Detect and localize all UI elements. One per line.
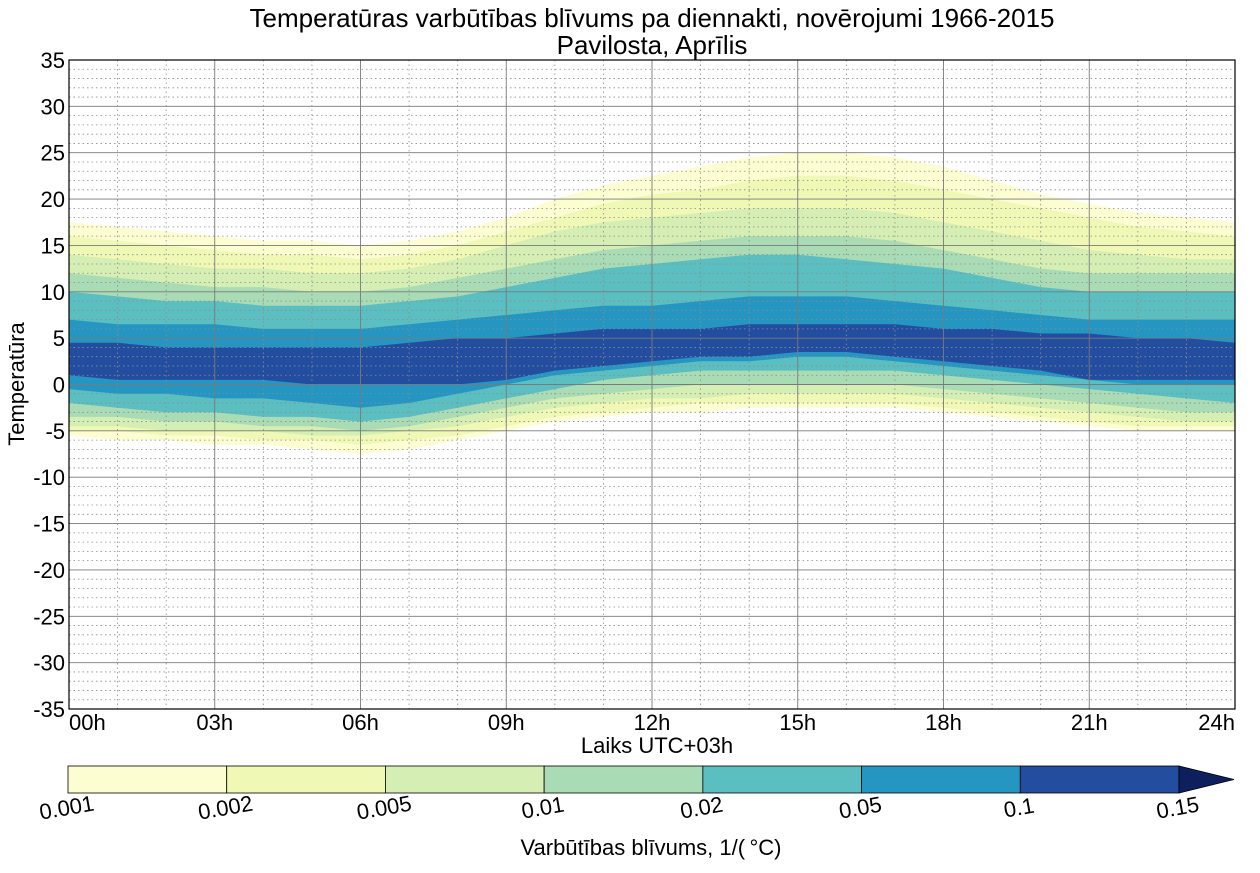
y-tick-label: -25 — [33, 604, 65, 629]
y-tick-label: 25 — [41, 141, 65, 166]
y-tick-label: -35 — [33, 697, 65, 722]
colorbar-tick-labels: 0.001 0.002 0.005 0.01 0.02 0.05 0.1 0.15 — [37, 791, 1201, 825]
y-tick-label: -10 — [33, 465, 65, 490]
colorbar-segment — [861, 765, 1021, 794]
colorbar-tick-label: 0.01 — [520, 792, 567, 824]
y-axis-label: Temperatūra — [4, 321, 29, 445]
colorbar — [67, 765, 1235, 794]
y-tick-label: 15 — [41, 233, 65, 258]
x-tick-label: 06h — [342, 710, 379, 735]
colorbar-tick-label: 0.02 — [678, 792, 725, 824]
colorbar-extend-arrow — [1178, 765, 1235, 794]
chart-title: Temperatūras varbūtības blīvums pa dienn… — [249, 3, 1054, 33]
y-tick-label: 5 — [53, 326, 65, 351]
x-axis-ticks: 00h 03h 06h 09h 12h 15h 18h 21h 24h — [69, 710, 1235, 735]
title-group: Temperatūras varbūtības blīvums pa dienn… — [249, 3, 1054, 60]
y-tick-label: 30 — [41, 94, 65, 119]
x-tick-label: 00h — [69, 710, 106, 735]
colorbar-segment — [1019, 765, 1180, 794]
y-tick-label: -30 — [33, 651, 65, 676]
y-tick-label: -20 — [33, 558, 65, 583]
y-tick-label: -5 — [45, 419, 65, 444]
colorbar-tick-label: 0.001 — [37, 791, 96, 825]
colorbar-segment — [543, 765, 704, 794]
x-axis-label: Laiks UTC+03h — [581, 733, 733, 758]
chart-subtitle: Pavilosta, Aprīlis — [557, 30, 748, 60]
colorbar-segment — [67, 765, 228, 794]
colorbar-segment — [385, 765, 545, 794]
x-tick-label: 24h — [1198, 710, 1235, 735]
colorbar-tick-label: 0.005 — [355, 791, 414, 825]
colorbar-tick-label: 0.1 — [1002, 793, 1036, 823]
colorbar-tick-label: 0.002 — [196, 791, 255, 825]
y-tick-label: 35 — [41, 48, 65, 73]
x-tick-label: 15h — [779, 710, 816, 735]
colorbar-segment — [226, 765, 386, 794]
plot-frame — [68, 59, 1236, 710]
y-tick-label: 10 — [41, 280, 65, 305]
y-tick-label: -15 — [33, 512, 65, 537]
x-tick-label: 12h — [634, 710, 671, 735]
x-tick-label: 21h — [1071, 710, 1108, 735]
x-tick-label: 03h — [196, 710, 233, 735]
colorbar-tick-label: 0.05 — [837, 792, 884, 824]
y-axis-ticks: -35 -30 -25 -20 -15 -10 -5 0 5 10 15 20 25 30 35 — [33, 48, 65, 722]
y-tick-label: 20 — [41, 187, 65, 212]
y-tick-label: 0 — [53, 373, 65, 398]
x-tick-label: 18h — [925, 710, 962, 735]
colorbar-label: Varbūtības blīvums, 1/( °C) — [521, 835, 782, 860]
x-tick-label: 09h — [488, 710, 525, 735]
colorbar-segment — [702, 765, 862, 794]
colorbar-tick-label: 0.15 — [1154, 792, 1201, 824]
